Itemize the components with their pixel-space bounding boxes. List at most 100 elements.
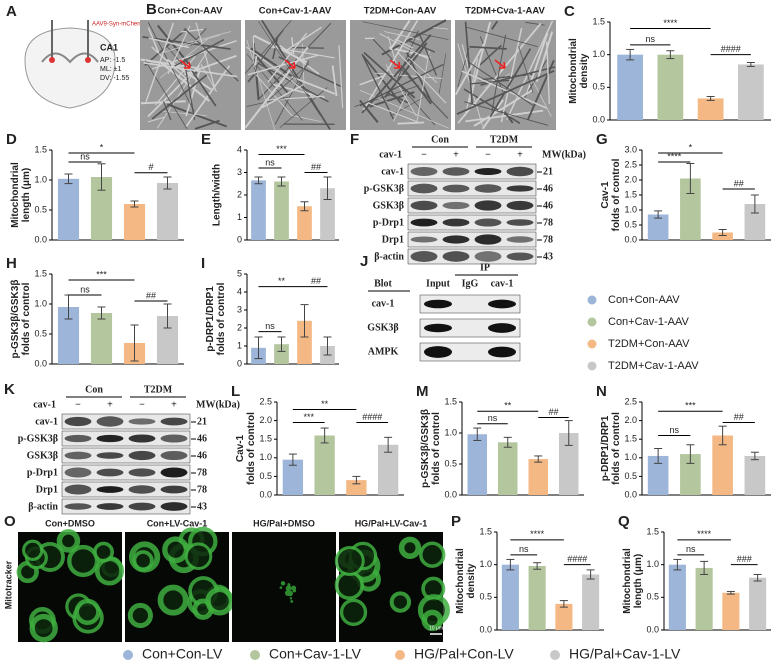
cell: [93, 541, 114, 563]
blot-strip: [61, 447, 191, 464]
image-label: HG/Pal+DMSO: [253, 518, 315, 528]
blot-band: [64, 484, 92, 495]
y-tick-label: 0.0: [646, 624, 659, 634]
em-texture: [468, 21, 492, 103]
blot-band: [64, 416, 92, 427]
y-tick-label: 0.0: [34, 358, 47, 368]
significance-label: ####: [567, 554, 587, 564]
row-label: Drp1: [36, 484, 58, 495]
group-label: T2DM: [144, 384, 173, 395]
stain-label: Mitotracker: [3, 560, 13, 609]
panel-letter: P: [451, 513, 461, 530]
bar: [497, 442, 518, 495]
row-label: Drp1: [382, 234, 404, 245]
y-axis-label: density: [466, 563, 477, 598]
significance-label: ##: [548, 407, 558, 417]
y-tick-label: 0.5: [34, 204, 47, 214]
mw-label: 43: [197, 501, 207, 512]
bar: [123, 204, 146, 240]
significance-label: **: [321, 399, 329, 409]
em-texture: [338, 45, 344, 108]
cell: [132, 550, 154, 572]
blot-band: [64, 434, 92, 443]
cell: [334, 546, 365, 576]
fluor-signal: [290, 600, 294, 603]
legend-label: Con+Con-AAV: [608, 294, 680, 306]
bar: [695, 567, 713, 630]
em-texture: [156, 50, 209, 129]
lane-label: +: [517, 149, 523, 160]
em-texture: [361, 53, 395, 120]
panel-letter: M: [416, 383, 429, 400]
significance-label: ##: [311, 276, 321, 286]
fluor-signal: [285, 590, 291, 596]
blot-band: [160, 450, 188, 461]
y-tick-label: 1.5: [624, 434, 637, 444]
em-texture: [468, 61, 534, 106]
y-tick-label: 0.5: [444, 458, 457, 468]
y-tick-label: 0.0: [259, 489, 272, 499]
em-texture: [385, 91, 409, 104]
legend-label: Con+Con-LV: [142, 646, 223, 662]
blot-strip: [407, 248, 537, 265]
bar: [156, 316, 179, 364]
mw-label: 78: [197, 484, 207, 495]
blot-band: [442, 218, 470, 227]
legend-label: Con+Cav-1-AAV: [608, 316, 689, 328]
em-texture: [457, 22, 542, 124]
em-texture: [253, 29, 284, 70]
em-texture: [278, 56, 343, 88]
em-texture: [392, 90, 409, 122]
em-texture: [491, 20, 499, 30]
em-texture: [254, 55, 258, 66]
y-tick-label: 1.5: [592, 16, 605, 26]
y-tick-label: 2.0: [624, 174, 637, 184]
em-texture: [525, 21, 545, 26]
significance-label: ****: [530, 529, 545, 539]
y-tick-label: 0.5: [592, 82, 605, 92]
blot-band: [160, 502, 188, 511]
significance-label: #: [148, 162, 153, 172]
legend-label: HG/Pal+Cav-1-LV: [569, 646, 681, 662]
em-texture: [397, 51, 447, 104]
em-texture: [359, 63, 444, 107]
panel-letter: K: [4, 381, 15, 398]
legend-marker: [587, 361, 597, 371]
blot-band: [64, 503, 92, 510]
cell: [334, 570, 365, 600]
bar: [282, 459, 304, 495]
blot-band: [474, 234, 502, 245]
em-texture: [246, 40, 276, 130]
blot-band: [410, 167, 438, 176]
em-texture: [438, 53, 447, 94]
blot-band: [128, 418, 156, 425]
blot-band: [474, 251, 502, 262]
cell: [127, 602, 153, 629]
row-label: p-GSK3β: [364, 183, 404, 194]
blot-band: [474, 168, 502, 175]
panel-letter: H: [6, 255, 17, 272]
em-texture: [526, 60, 555, 121]
y-tick-label: 1.5: [34, 268, 47, 278]
em-texture: [246, 46, 315, 99]
blot-band: [64, 467, 92, 478]
mw-header: MW(kDa): [196, 399, 240, 410]
blot-band: [506, 219, 534, 226]
y-tick-label: 1.0: [479, 559, 492, 569]
mw-label: 46: [543, 200, 553, 211]
legend-label: T2DM+Con-AAV: [608, 338, 690, 350]
bar: [697, 98, 724, 120]
blot-band: [442, 184, 470, 193]
fluor-image: [232, 532, 336, 642]
blot-strip: [407, 197, 537, 214]
image-label: T2DM+Con-AAV: [364, 6, 437, 17]
y-tick-label: 2.5: [259, 396, 272, 406]
y-tick-label: 0.5: [34, 328, 47, 338]
panel-letter: C: [564, 3, 575, 20]
legend-marker: [123, 650, 133, 660]
em-texture: [144, 60, 188, 130]
blot-band: [474, 218, 502, 227]
y-tick-label: 1.5: [34, 144, 47, 154]
y-tick-label: 3: [237, 167, 242, 177]
panel-letter: E: [201, 131, 211, 148]
